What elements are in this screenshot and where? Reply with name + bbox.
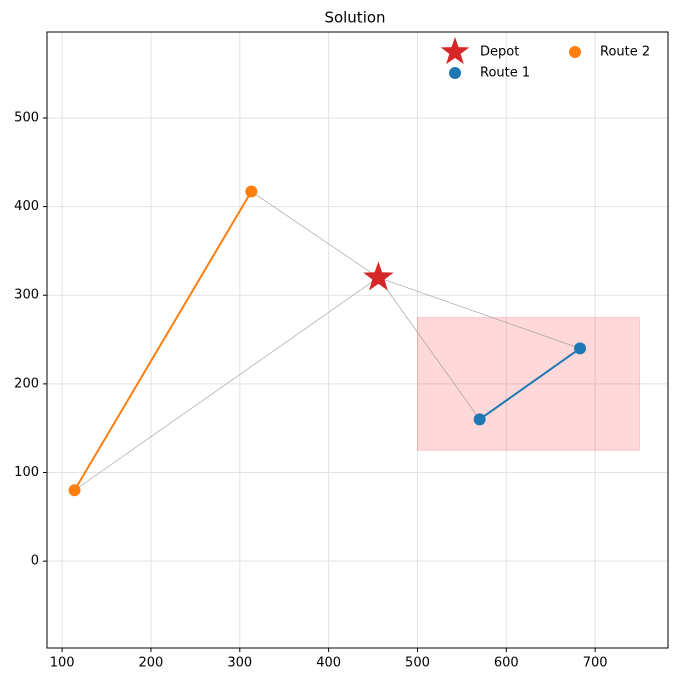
chart-title: Solution — [324, 9, 385, 27]
x-tick-label: 600 — [494, 656, 519, 671]
legend-marker — [449, 67, 461, 79]
legend-label: Route 1 — [480, 66, 530, 81]
x-tick-label: 500 — [405, 656, 430, 671]
route-point — [68, 484, 81, 497]
x-tick-label: 200 — [139, 656, 164, 671]
depot-marker — [363, 261, 394, 291]
legend-label: Route 2 — [600, 45, 650, 60]
route-line — [73, 191, 253, 491]
x-tick-label: 100 — [50, 656, 75, 671]
depot-leg — [378, 277, 581, 349]
depot-leg — [74, 277, 379, 491]
y-tick-label: 500 — [14, 110, 39, 125]
legend-marker — [440, 37, 470, 65]
y-tick-label: 100 — [14, 465, 39, 480]
depot-leg — [251, 191, 379, 278]
route-point — [473, 413, 486, 426]
x-tick-label: 700 — [583, 656, 608, 671]
y-tick-label: 200 — [14, 376, 39, 391]
depot-leg — [378, 277, 480, 420]
y-tick-label: 300 — [14, 288, 39, 303]
x-tick-label: 400 — [316, 656, 341, 671]
axes-frame — [46, 31, 669, 649]
legend-marker — [569, 46, 581, 58]
route-line — [479, 347, 581, 421]
x-tick-label: 300 — [227, 656, 252, 671]
legend-label: Depot — [480, 45, 519, 60]
route-point — [245, 185, 258, 198]
y-tick-label: 400 — [14, 199, 39, 214]
route-point — [574, 342, 587, 355]
y-tick-label: 0 — [31, 554, 39, 569]
